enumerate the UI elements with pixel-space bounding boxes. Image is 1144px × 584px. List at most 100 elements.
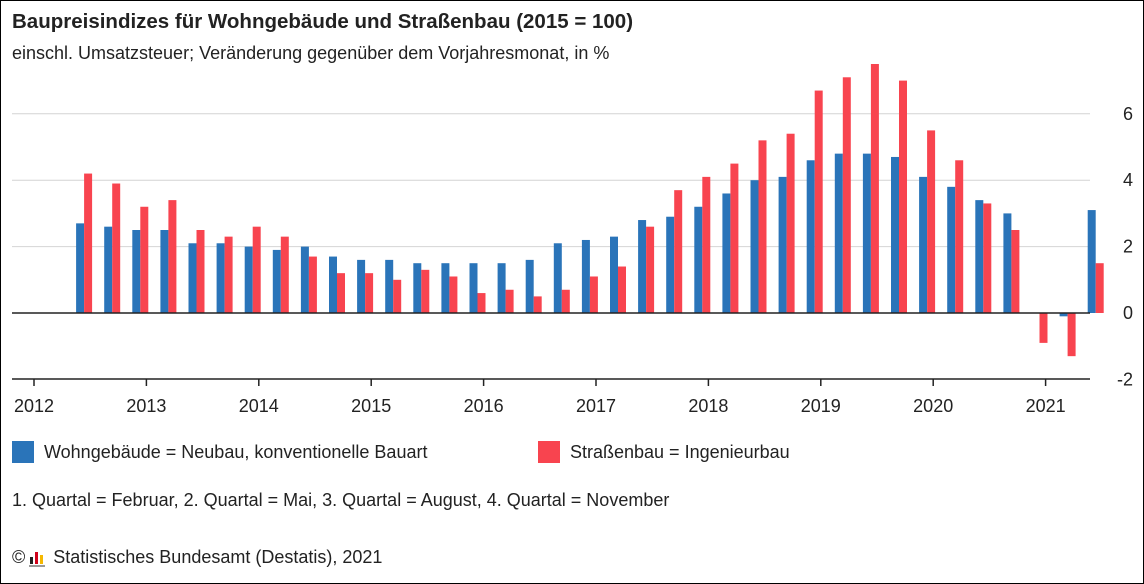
y-tick-label-6: 6 bbox=[1123, 104, 1133, 124]
bar-strassenbau-2012-Q3 bbox=[112, 183, 121, 313]
bar-wohngebaeude-2012-Q4 bbox=[132, 230, 141, 313]
bars bbox=[76, 64, 1104, 357]
bar-strassenbau-2015-Q4 bbox=[477, 293, 486, 313]
bar-wohngebaeude-2015-Q1 bbox=[385, 259, 394, 313]
y-tick-label-4: 4 bbox=[1123, 170, 1133, 190]
y-tick-labels: -2 0 2 4 6 bbox=[1117, 104, 1133, 390]
bar-wohngebaeude-2012-Q2 bbox=[76, 223, 85, 313]
quarter-note: 1. Quartal = Februar, 2. Quartal = Mai, … bbox=[12, 490, 670, 510]
bar-strassenbau-2019-Q4 bbox=[927, 130, 936, 313]
x-tick-label-2014: 2014 bbox=[239, 396, 279, 416]
bar-strassenbau-2012-Q4 bbox=[140, 206, 149, 313]
bar-strassenbau-2015-Q1 bbox=[393, 279, 402, 313]
bar-strassenbau-2020-Q3 bbox=[1011, 230, 1020, 313]
bar-strassenbau-2016-Q2 bbox=[533, 296, 542, 313]
bar-strassenbau-2017-Q2 bbox=[646, 226, 655, 313]
bar-wohngebaeude-2013-Q3 bbox=[216, 243, 225, 313]
x-tick-label-2020: 2020 bbox=[913, 396, 953, 416]
bar-strassenbau-2015-Q2 bbox=[421, 269, 430, 313]
bar-wohngebaeude-2013-Q2 bbox=[188, 243, 197, 313]
legend-item-strassenbau: Straßenbau = Ingenieurbau bbox=[538, 441, 790, 463]
bar-wohngebaeude-2021-Q2 bbox=[1087, 210, 1096, 313]
bar-wohngebaeude-2017-Q4 bbox=[694, 206, 703, 313]
bar-strassenbau-2021-Q1 bbox=[1067, 313, 1076, 357]
bar-strassenbau-2014-Q3 bbox=[337, 273, 345, 313]
legend-label-wohngebaeude: Wohngebäude = Neubau, konventionelle Bau… bbox=[44, 441, 428, 462]
bar-wohngebaeude-2015-Q4 bbox=[469, 263, 478, 313]
legend-label-strassenbau: Straßenbau = Ingenieurbau bbox=[570, 441, 790, 462]
bar-strassenbau-2020-Q4 bbox=[1039, 313, 1048, 343]
x-tick-label-2016: 2016 bbox=[464, 396, 504, 416]
chart-subtitle: einschl. Umsatzsteuer; Veränderung gegen… bbox=[12, 43, 610, 63]
bar-strassenbau-2017-Q1 bbox=[618, 266, 626, 313]
bar-wohngebaeude-2017-Q3 bbox=[666, 216, 675, 313]
legend-swatch-red bbox=[538, 441, 560, 463]
bar-wohngebaeude-2018-Q4 bbox=[806, 160, 815, 313]
bar-wohngebaeude-2015-Q2 bbox=[413, 263, 422, 313]
bar-strassenbau-2020-Q2 bbox=[983, 203, 992, 313]
bar-strassenbau-2012-Q2 bbox=[84, 173, 93, 313]
bar-strassenbau-2014-Q2 bbox=[308, 256, 317, 313]
bar-wohngebaeude-2020-Q1 bbox=[947, 186, 956, 313]
x-tick-label-2019: 2019 bbox=[801, 396, 841, 416]
bar-wohngebaeude-2019-Q1 bbox=[834, 153, 843, 313]
bar-wohngebaeude-2019-Q3 bbox=[891, 156, 899, 313]
bar-wohngebaeude-2017-Q2 bbox=[638, 220, 647, 313]
bar-strassenbau-2014-Q4 bbox=[365, 273, 374, 313]
bar-strassenbau-2018-Q2 bbox=[758, 140, 767, 313]
bar-strassenbau-2013-Q1 bbox=[168, 200, 177, 313]
bar-wohngebaeude-2021-Q1 bbox=[1059, 313, 1068, 317]
bar-wohngebaeude-2016-Q2 bbox=[525, 259, 534, 313]
bar-strassenbau-2019-Q1 bbox=[842, 77, 851, 313]
destatis-logo-icon bbox=[29, 551, 46, 567]
bar-strassenbau-2018-Q4 bbox=[814, 90, 823, 313]
source-line: © Statistisches Bundesamt (Destatis), 20… bbox=[12, 547, 382, 568]
bar-wohngebaeude-2014-Q1 bbox=[272, 249, 281, 313]
x-tick-label-2018: 2018 bbox=[688, 396, 728, 416]
bar-strassenbau-2021-Q2 bbox=[1095, 263, 1104, 313]
chart-title: Baupreisindizes für Wohngebäude und Stra… bbox=[12, 10, 634, 33]
bar-wohngebaeude-2019-Q2 bbox=[862, 153, 871, 313]
bar-wohngebaeude-2016-Q1 bbox=[497, 263, 506, 313]
y-tick-label-2: 2 bbox=[1123, 237, 1133, 257]
bar-strassenbau-2020-Q1 bbox=[955, 160, 964, 313]
bar-wohngebaeude-2019-Q4 bbox=[919, 176, 928, 313]
bar-strassenbau-2019-Q2 bbox=[870, 64, 879, 313]
bar-strassenbau-2017-Q3 bbox=[674, 190, 683, 313]
source-text: Statistisches Bundesamt (Destatis), 2021 bbox=[53, 547, 383, 567]
bar-wohngebaeude-2016-Q3 bbox=[553, 243, 562, 313]
bar-strassenbau-2018-Q3 bbox=[786, 133, 795, 313]
x-tick-label-2021: 2021 bbox=[1026, 396, 1066, 416]
bar-wohngebaeude-2018-Q2 bbox=[750, 180, 759, 313]
x-tick-label-2017: 2017 bbox=[576, 396, 616, 416]
bar-wohngebaeude-2020-Q3 bbox=[1003, 213, 1012, 313]
bar-wohngebaeude-2018-Q3 bbox=[778, 176, 787, 313]
bar-wohngebaeude-2016-Q4 bbox=[581, 239, 590, 313]
bar-wohngebaeude-2020-Q2 bbox=[975, 200, 984, 313]
x-tick-label-2015: 2015 bbox=[351, 396, 391, 416]
bar-wohngebaeude-2012-Q3 bbox=[104, 226, 113, 313]
bar-wohngebaeude-2013-Q4 bbox=[244, 246, 253, 313]
bar-strassenbau-2014-Q1 bbox=[280, 236, 289, 313]
bar-wohngebaeude-2014-Q4 bbox=[357, 259, 366, 313]
bar-wohngebaeude-2014-Q2 bbox=[300, 246, 309, 313]
bar-wohngebaeude-2015-Q3 bbox=[441, 263, 450, 313]
x-tick-labels: 2012 2013 2014 2015 2016 2017 2018 2019 2020 2021 bbox=[14, 396, 1066, 416]
bar-strassenbau-2016-Q4 bbox=[589, 276, 598, 313]
y-tick-label-0: 0 bbox=[1123, 303, 1133, 323]
x-tick-label-2013: 2013 bbox=[126, 396, 166, 416]
bar-strassenbau-2017-Q4 bbox=[702, 176, 711, 313]
bar-strassenbau-2013-Q2 bbox=[196, 230, 205, 313]
bar-strassenbau-2015-Q3 bbox=[449, 276, 458, 313]
bar-wohngebaeude-2014-Q3 bbox=[329, 256, 337, 313]
axes bbox=[12, 312, 1090, 386]
legend-item-wohngebaeude: Wohngebäude = Neubau, konventionelle Bau… bbox=[12, 441, 427, 463]
y-tick-label--2: -2 bbox=[1117, 369, 1133, 389]
x-tick-label-2012: 2012 bbox=[14, 396, 54, 416]
bar-strassenbau-2019-Q3 bbox=[899, 80, 907, 313]
bar-wohngebaeude-2017-Q1 bbox=[610, 236, 618, 313]
bar-strassenbau-2013-Q4 bbox=[252, 226, 261, 313]
bar-strassenbau-2018-Q1 bbox=[730, 163, 739, 313]
